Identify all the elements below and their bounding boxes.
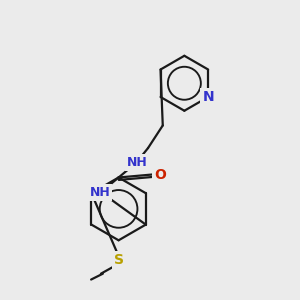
Text: S: S [114, 253, 124, 267]
Text: O: O [154, 167, 166, 182]
Text: NH: NH [127, 156, 148, 169]
Text: NH: NH [90, 186, 110, 199]
Text: N: N [202, 90, 214, 104]
